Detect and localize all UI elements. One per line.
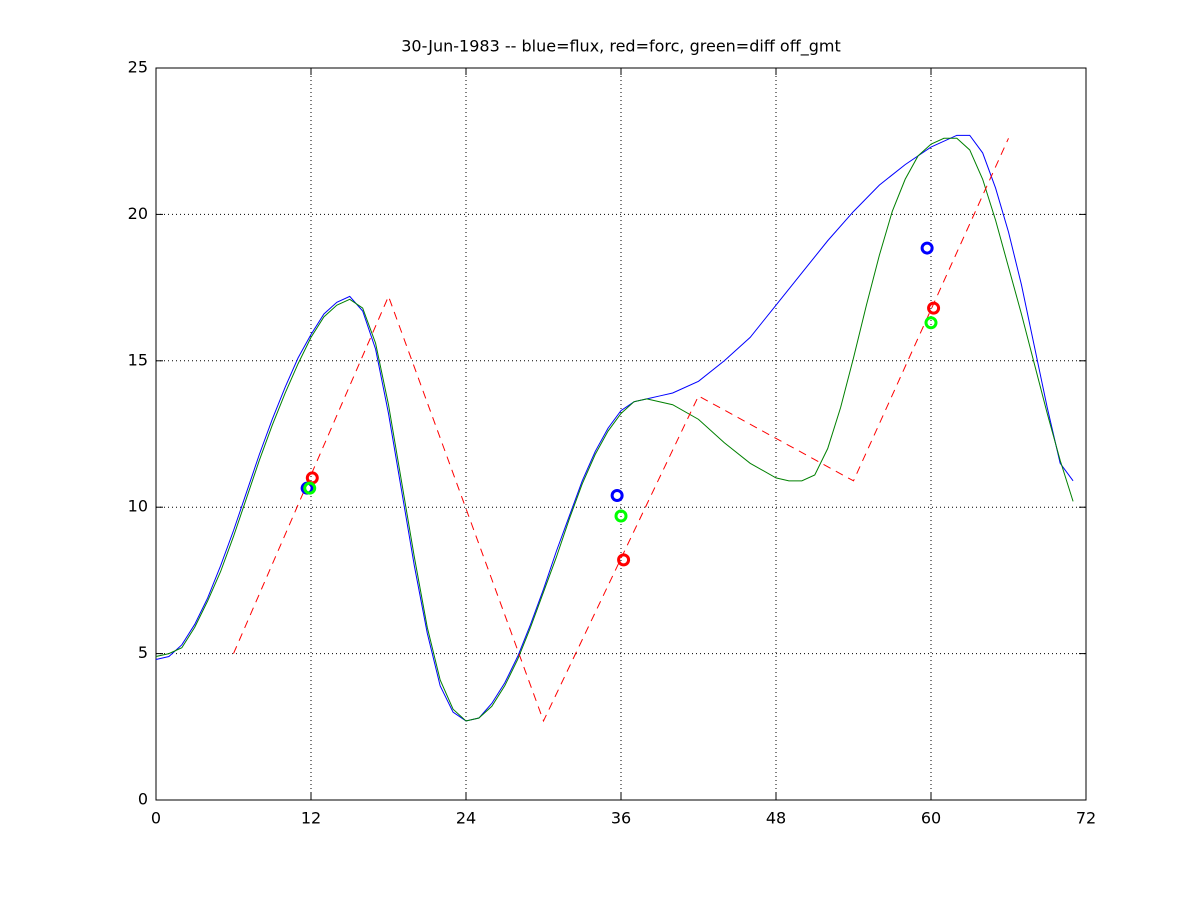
- y-tick-label: 15: [128, 350, 148, 369]
- x-tick-label: 48: [766, 809, 786, 828]
- y-tick-label: 0: [138, 790, 148, 809]
- y-tick-label: 5: [138, 643, 148, 662]
- x-tick-label: 36: [611, 809, 631, 828]
- x-tick-label: 72: [1076, 809, 1096, 828]
- x-tick-label: 0: [151, 809, 161, 828]
- marker: [303, 481, 317, 495]
- x-tick-label: 60: [921, 809, 941, 828]
- marker: [610, 488, 624, 502]
- x-tick-label: 24: [456, 809, 476, 828]
- marker: [924, 316, 938, 330]
- marker: [614, 509, 628, 523]
- marker: [927, 301, 941, 315]
- series-line: [155, 134, 1074, 722]
- series-line: [233, 138, 1009, 723]
- y-tick-label: 10: [128, 497, 148, 516]
- plot-frame: [155, 67, 1087, 801]
- series-line: [155, 137, 1074, 722]
- marker: [920, 241, 934, 255]
- y-tick-label: 20: [128, 204, 148, 223]
- x-tick-label: 12: [301, 809, 321, 828]
- marker: [617, 553, 631, 567]
- y-tick-label: 25: [128, 58, 148, 77]
- chart-title: 30-Jun-1983 -- blue=flux, red=forc, gree…: [401, 37, 841, 57]
